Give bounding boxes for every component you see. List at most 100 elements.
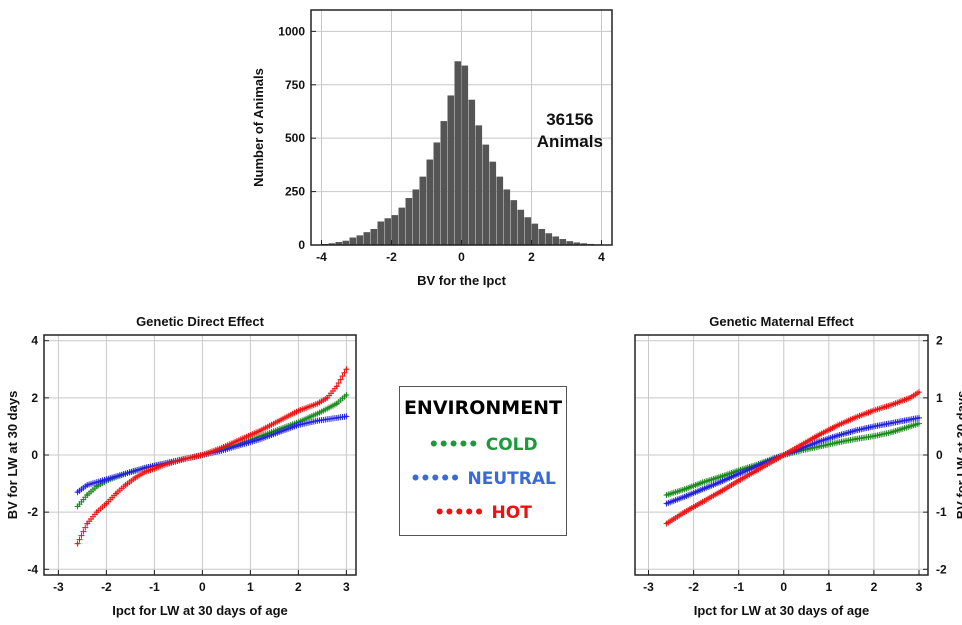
y-axis-label: BV for LW at 30 days <box>5 391 20 520</box>
data-point-anchor <box>890 421 894 425</box>
data-point-anchor <box>737 479 740 482</box>
legend-label-hot: HOT <box>491 503 532 523</box>
data-point-anchor <box>917 390 921 394</box>
data-point-anchor <box>908 418 912 421</box>
histogram-bar <box>573 242 581 245</box>
data-point-anchor <box>683 488 686 491</box>
y-tick-label: 0 <box>31 448 38 462</box>
histogram-bar <box>496 176 504 245</box>
data-point-anchor <box>872 425 876 428</box>
data-point-anchor <box>872 409 876 412</box>
y-axis-label: BV for LW at 30 days <box>954 391 962 520</box>
data-point-anchor <box>239 443 242 447</box>
data-point-anchor <box>201 453 204 457</box>
data-point-anchor <box>114 492 118 495</box>
x-tick-label: 2 <box>295 580 302 594</box>
data-point-anchor <box>316 419 319 422</box>
data-point-anchor <box>124 472 127 475</box>
data-point-anchor <box>800 443 803 446</box>
x-tick-label: -3 <box>53 580 64 594</box>
data-point-anchor <box>701 481 704 484</box>
chart-0: -4 -2 0 2 4 0 250 500 750 1000 BV for the Ipct Numb… <box>251 9 613 288</box>
chart-title: Genetic Maternal Effect <box>709 314 854 329</box>
legend-marker-cold: ••••• <box>428 435 478 455</box>
histogram-bar <box>328 243 336 245</box>
data-point-anchor <box>872 434 876 438</box>
annotation-animals: Animals <box>537 132 603 151</box>
histogram-bar <box>510 200 518 245</box>
histogram-bar <box>363 232 371 245</box>
data-point-anchor <box>76 542 79 545</box>
histogram-bar <box>342 240 350 245</box>
histogram-bar <box>566 241 574 245</box>
data-point-anchor <box>335 402 338 405</box>
legend-marker-neutral: ••••• <box>410 469 460 489</box>
legend-title: ENVIRONMENT <box>403 397 563 419</box>
histogram-bar <box>405 198 413 245</box>
data-point-anchor <box>890 430 894 434</box>
x-axis-label: Ipct for LW at 30 days of age <box>112 603 288 618</box>
data-point-anchor <box>683 510 686 514</box>
data-point-anchor <box>326 396 329 400</box>
environment-legend: ENVIRONMENT ••••• COLD ••••• NEUTRAL •••••… <box>399 386 567 536</box>
x-tick-label: 0 <box>199 580 206 594</box>
x-tick-label: 3 <box>343 580 350 594</box>
histogram-bar <box>356 235 364 245</box>
data-point-anchor <box>143 466 146 470</box>
x-tick-label: 0 <box>780 580 787 594</box>
data-point-anchor <box>86 522 89 525</box>
x-tick-label: 1 <box>247 580 254 594</box>
histogram-bar <box>398 207 406 245</box>
data-point <box>339 373 346 380</box>
data-point-anchor <box>908 396 912 400</box>
data-point-anchor <box>917 416 921 420</box>
data-point-anchor <box>95 510 99 514</box>
data-point-anchor <box>258 438 262 441</box>
x-tick-label: -2 <box>688 580 699 594</box>
data-point-anchor <box>836 434 840 437</box>
chart-2: -3 -2 -1 0 1 2 3 -2 -1 0 1 2 Genetic Maternal Effect… <box>634 314 962 618</box>
x-tick-label: -2 <box>101 580 112 594</box>
histogram-bar <box>503 189 511 245</box>
histogram-bar <box>419 176 427 245</box>
histogram-bar <box>433 142 441 245</box>
data-point-anchor <box>818 440 822 443</box>
x-axis-label: Ipct for LW at 30 days of age <box>694 603 870 618</box>
data-point-anchor <box>701 488 704 491</box>
data-point-anchor <box>86 493 89 497</box>
histogram-bar <box>517 209 525 245</box>
series-neutral <box>663 414 922 507</box>
legend-label-cold: COLD <box>485 435 538 455</box>
data-point-anchor <box>854 437 858 441</box>
histogram-bar <box>426 159 434 245</box>
data-point-anchor <box>854 429 858 432</box>
x-tick-label: -1 <box>149 580 160 594</box>
data-point-anchor <box>345 415 348 418</box>
data-point-anchor <box>124 483 127 487</box>
data-point <box>335 380 342 386</box>
data-point-anchor <box>854 416 858 419</box>
data-point-anchor <box>755 465 758 468</box>
data-point-anchor <box>836 441 840 444</box>
data-point-anchor <box>683 495 686 498</box>
data-point-anchor <box>665 502 668 505</box>
data-point-anchor <box>86 483 89 487</box>
histogram-bar <box>482 144 490 245</box>
data-point-anchor <box>278 430 281 434</box>
x-tick-label: -4 <box>316 250 327 264</box>
data-point-anchor <box>297 409 300 412</box>
histogram-bar <box>489 161 497 245</box>
y-tick-label: 500 <box>285 131 305 145</box>
x-tick-label: 2 <box>528 250 535 264</box>
data-point-anchor <box>76 505 79 508</box>
y-tick-label: -2 <box>27 505 38 519</box>
histogram-bar <box>370 228 378 245</box>
histogram-bar <box>461 65 469 245</box>
histogram-bar <box>447 95 455 245</box>
data-point <box>80 528 87 535</box>
histogram-bar <box>454 61 462 245</box>
y-tick-label: -1 <box>936 505 947 519</box>
data-point <box>82 524 89 531</box>
x-tick-label: -2 <box>386 250 397 264</box>
